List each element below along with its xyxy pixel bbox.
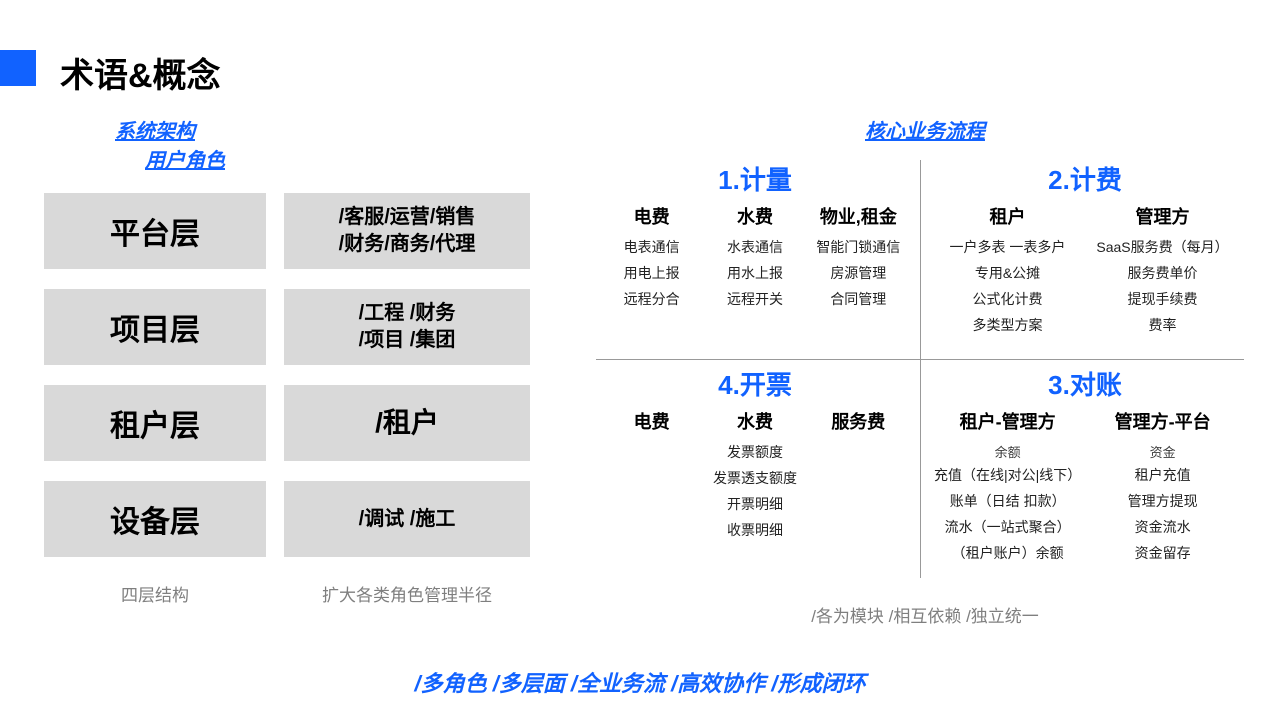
q3c1i0: 租户充值 [1089,465,1236,485]
role-0: /客服/运营/销售 /财务/商务/代理 [284,193,530,269]
q2c1-head: 管理方 [1089,203,1236,229]
heading-arch: 系统架构 [44,115,266,144]
foot-roles: 扩大各类角色管理半径 [284,581,530,606]
quad-3-title: 3.对账 [934,365,1236,402]
q2c0i1: 专用&公摊 [934,263,1081,283]
row-0: 平台层 /客服/运营/销售 /财务/商务/代理 [44,193,534,269]
q2c1i3: 费率 [1089,315,1236,335]
role-1: /工程 /财务 /项目 /集团 [284,289,530,365]
layer-1: 项目层 [44,289,266,365]
q1c2i1: 房源管理 [811,263,906,283]
divider-horizontal [596,359,1244,360]
row-2: 租户层 /租户 [44,385,534,461]
q3c1i2: 资金流水 [1089,517,1236,537]
q4c2-head: 服务费 [811,408,906,434]
q1c1-head: 水费 [707,203,802,229]
q3c0-head: 租户-管理方 [934,408,1081,434]
layer-2: 租户层 [44,385,266,461]
bottom-slogan: /多角色 /多层面 /全业务流 /高效协作 /形成闭环 [0,666,1280,698]
q4c1i0: 发票额度 [707,442,802,462]
row-3: 设备层 /调试 /施工 [44,481,534,557]
quadrant-grid: 1.计量 电费 电表通信 用电上报 远程分合 水费 水表通信 用水上报 远程开关 [590,154,1250,584]
q2c0i0: 一户多表 一表多户 [934,237,1081,257]
q4c1-head: 水费 [707,408,802,434]
q1c1i1: 用水上报 [707,263,802,283]
q2c0-head: 租户 [934,203,1081,229]
q3c0i1: 账单（日结 扣款） [934,491,1081,511]
q4c1i1: 发票透支额度 [707,468,802,488]
role-2: /租户 [284,385,530,461]
quad-4-title: 4.开票 [604,365,906,402]
q1c0-head: 电费 [604,203,699,229]
q2c0i3: 多类型方案 [934,315,1081,335]
left-panel: 系统架构 用户角色 平台层 /客服/运营/销售 /财务/商务/代理 项目层 /工… [44,115,534,606]
q3c0i0: 充值（在线|对公|线下） [934,465,1081,485]
q2c1i2: 提现手续费 [1089,289,1236,309]
layer-0: 平台层 [44,193,266,269]
q4c0-head: 电费 [604,408,699,434]
q4c1i2: 开票明细 [707,494,802,514]
q1c1i2: 远程开关 [707,289,802,309]
q1c2i2: 合同管理 [811,289,906,309]
quad-2: 2.计费 租户 一户多表 一表多户 专用&公摊 公式化计费 多类型方案 管理方 … [920,154,1250,359]
q1c0i2: 远程分合 [604,289,699,309]
q3c1-sub: 资金 [1089,442,1236,461]
layer-3: 设备层 [44,481,266,557]
q3c0i3: （租户账户）余额 [934,543,1081,563]
q2c1i0: SaaS服务费（每月） [1089,237,1236,257]
row-1: 项目层 /工程 /财务 /项目 /集团 [44,289,534,365]
quad-1-title: 1.计量 [604,160,906,197]
right-panel: 核心业务流程 1.计量 电费 电表通信 用电上报 远程分合 水费 水表通信 [590,115,1260,627]
left-footnotes: 四层结构扩大各类角色管理半径 [44,557,534,606]
heading-core: 核心业务流程 [590,115,1260,144]
quad-2-title: 2.计费 [934,160,1236,197]
q3c1-head: 管理方-平台 [1089,408,1236,434]
q1c2-head: 物业,租金 [811,203,906,229]
quad-1: 1.计量 电费 电表通信 用电上报 远程分合 水费 水表通信 用水上报 远程开关 [590,154,920,359]
q1c0i0: 电表通信 [604,237,699,257]
role-3: /调试 /施工 [284,481,530,557]
q3c1i3: 资金留存 [1089,543,1236,563]
q2c0i2: 公式化计费 [934,289,1081,309]
q4c1i3: 收票明细 [707,520,802,540]
q3c0-sub: 余额 [934,442,1081,461]
q2c1i1: 服务费单价 [1089,263,1236,283]
right-foot: /各为模块 /相互依赖 /独立统一 [590,602,1260,627]
foot-arch: 四层结构 [44,581,266,606]
q1c0i1: 用电上报 [604,263,699,283]
heading-roles: 用户角色 [62,144,308,173]
q1c1i0: 水表通信 [707,237,802,257]
divider-vertical [920,160,921,578]
q3c1i1: 管理方提现 [1089,491,1236,511]
accent-bar [0,50,36,86]
q3c0i2: 流水（一站式聚合） [934,517,1081,537]
page-title: 术语&概念 [60,48,221,97]
left-headings: 系统架构 用户角色 [44,115,534,173]
quad-3: 3.对账 租户-管理方 余额 充值（在线|对公|线下） 账单（日结 扣款） 流水… [920,359,1250,584]
quad-4: 4.开票 电费 水费 发票额度 发票透支额度 开票明细 收票明细 服务费 [590,359,920,584]
q1c2i0: 智能门锁通信 [811,237,906,257]
